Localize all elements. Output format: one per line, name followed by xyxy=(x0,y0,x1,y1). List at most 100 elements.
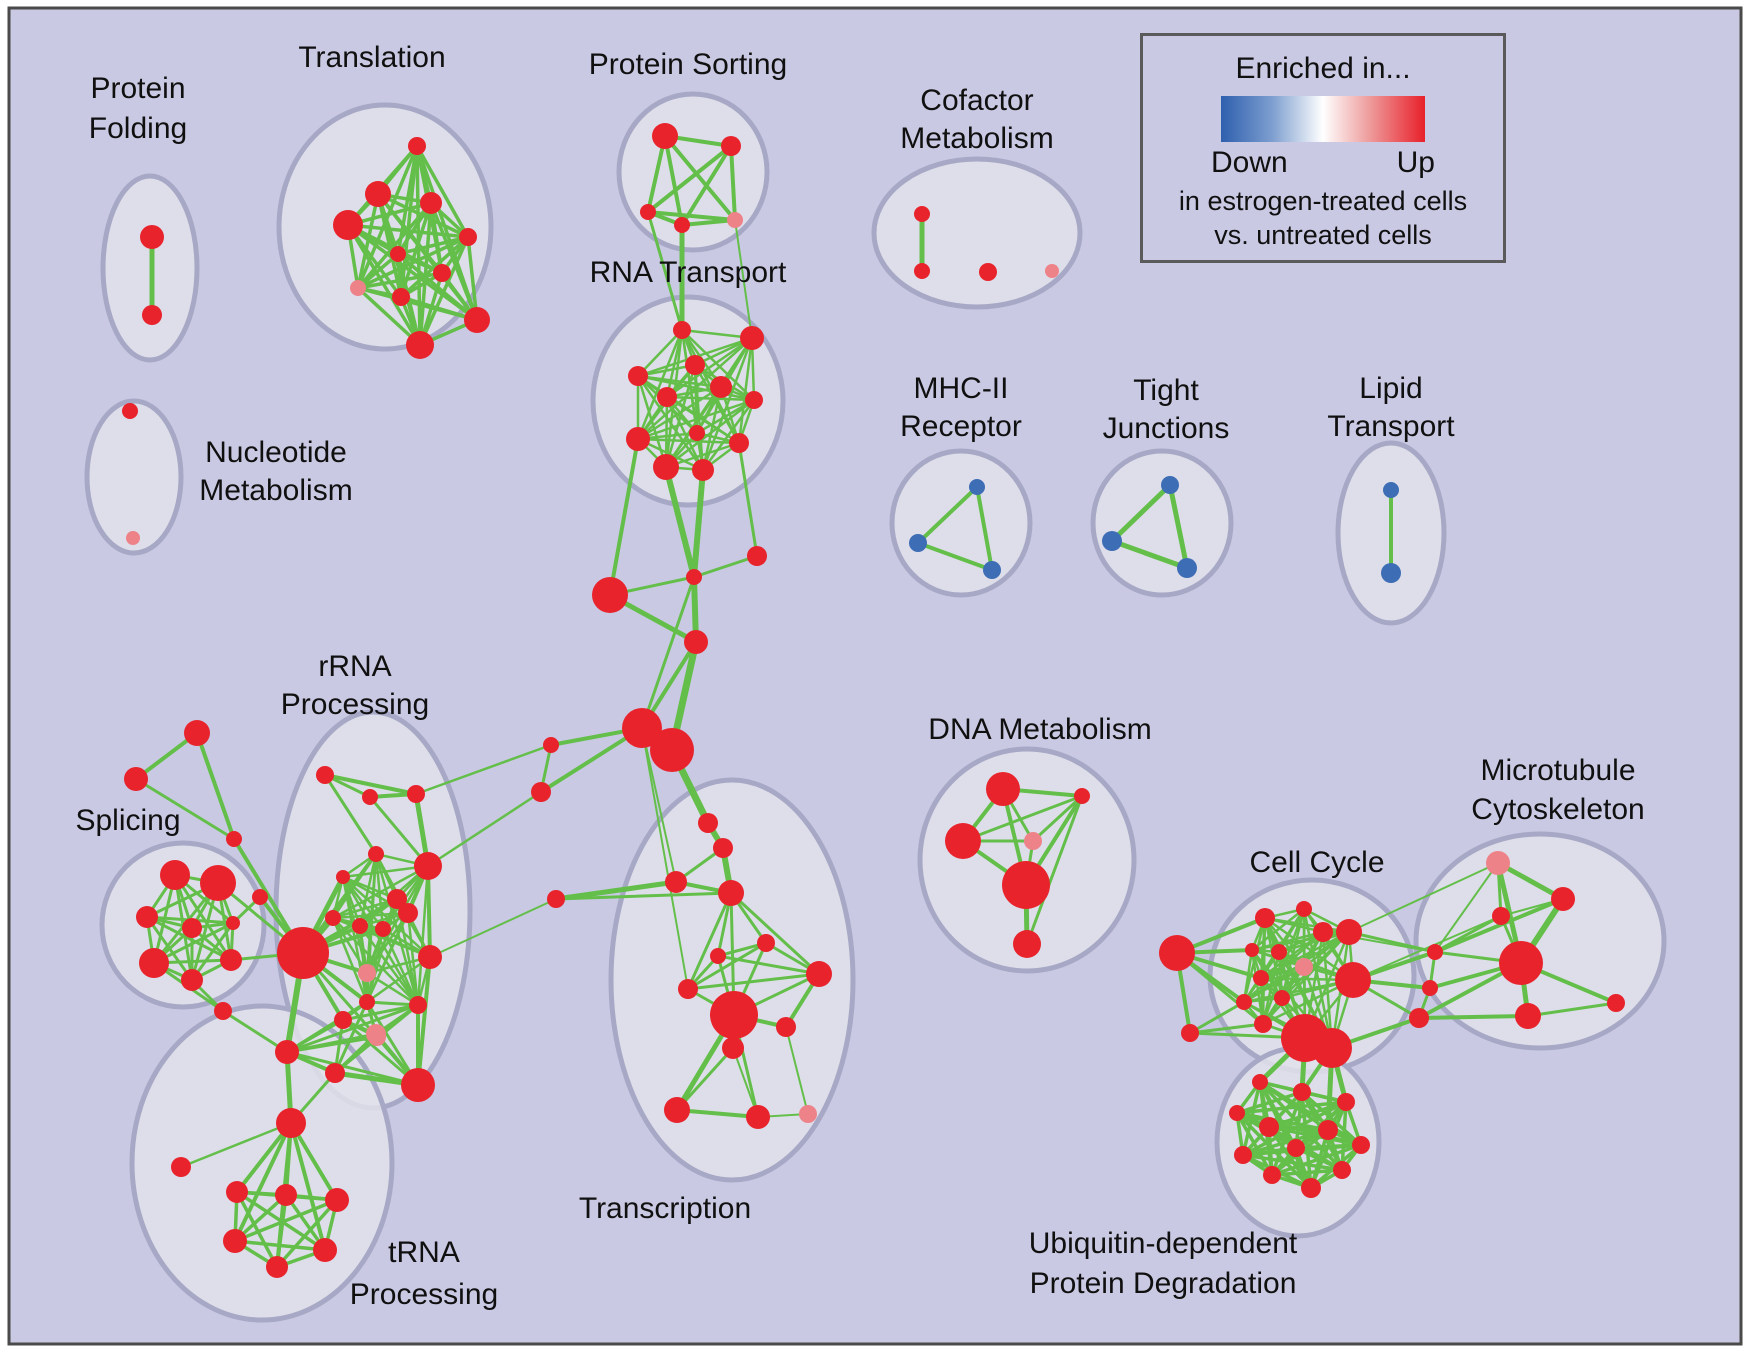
cluster-label-microtubule-cytoskeleton: Microtubule xyxy=(1480,754,1635,787)
node-tx13 xyxy=(799,1105,817,1123)
node-t9 xyxy=(464,307,490,333)
node-cc8 xyxy=(1253,970,1269,986)
node-tx6 xyxy=(806,961,832,987)
cluster-ellipse-mhc-ii-receptor xyxy=(889,448,1033,598)
node-cc3 xyxy=(1313,922,1333,942)
node-sp6 xyxy=(181,969,203,991)
edge xyxy=(235,1190,279,1269)
node-mt5 xyxy=(1607,994,1625,1012)
edge xyxy=(365,955,432,1004)
node-tr0 xyxy=(275,1040,299,1064)
edge xyxy=(737,441,759,558)
edge xyxy=(285,1035,379,1054)
node-mc1 xyxy=(747,546,767,566)
edge xyxy=(426,790,543,868)
node-tx9 xyxy=(722,1037,744,1059)
node-nm1 xyxy=(126,531,140,545)
edge xyxy=(641,727,677,883)
node-rt1 xyxy=(740,326,764,350)
node-rt2 xyxy=(685,355,705,375)
node-tx5 xyxy=(757,934,775,952)
edge xyxy=(734,219,753,339)
node-t2 xyxy=(420,192,442,214)
node-cc7 xyxy=(1295,958,1313,976)
edge xyxy=(323,773,378,856)
edge xyxy=(737,336,754,445)
cluster-labels: Protein Folding Translation Protein Sorting… xyxy=(75,41,1644,1311)
edge xyxy=(692,554,759,579)
edge xyxy=(1241,1128,1330,1157)
edge xyxy=(173,873,233,962)
edge xyxy=(961,794,1084,843)
edge xyxy=(636,374,668,469)
edge xyxy=(636,437,741,445)
edge xyxy=(1167,482,1190,571)
edge xyxy=(1267,1125,1313,1190)
node-tx2 xyxy=(665,871,687,893)
node-u5 xyxy=(1318,1120,1338,1140)
edge xyxy=(1109,482,1173,544)
node-tr9 xyxy=(266,1256,288,1278)
node-tr4 xyxy=(226,1181,248,1203)
node-mt4 xyxy=(1515,1003,1541,1029)
cluster-label-nucleotide-metabolism: Nucleotide xyxy=(205,436,347,469)
edge xyxy=(341,864,430,879)
node-dm2 xyxy=(945,823,981,859)
node-mt1 xyxy=(1551,887,1575,911)
node-cf1 xyxy=(914,263,930,279)
node-t3 xyxy=(333,210,363,240)
node-t4 xyxy=(459,228,477,246)
node-tj0 xyxy=(1161,476,1179,494)
edge xyxy=(1188,1000,1246,1035)
node-mc0 xyxy=(686,569,702,585)
node-tx7 xyxy=(678,979,698,999)
legend-up-label: Up xyxy=(1396,146,1435,179)
edge xyxy=(1495,860,1566,902)
edge xyxy=(1270,1143,1363,1177)
edge xyxy=(1031,794,1084,843)
cluster-label-translation: Translation xyxy=(298,41,445,74)
edge xyxy=(1109,538,1190,571)
node-tr3 xyxy=(171,1157,191,1177)
edge xyxy=(356,271,444,290)
cluster-label-transcription: Transcription xyxy=(579,1192,751,1225)
node-rr16 xyxy=(334,1011,352,1029)
node-tx1 xyxy=(713,838,733,858)
cluster-label-rna-transport: RNA Transport xyxy=(590,256,787,289)
edge xyxy=(414,743,553,796)
cluster-label-microtubule-cytoskeleton: Cytoskeleton xyxy=(1471,793,1644,826)
cluster-ellipse-tight-junctions xyxy=(1090,448,1234,598)
edge xyxy=(233,1198,339,1243)
edge xyxy=(346,223,470,239)
cluster-ellipse-nucleotide-metabolism xyxy=(84,398,184,556)
edge xyxy=(1025,794,1084,946)
node-t8 xyxy=(392,288,410,306)
node-rr15 xyxy=(409,996,427,1014)
edge xyxy=(716,954,821,976)
node-rr8 xyxy=(352,918,368,934)
edge xyxy=(341,875,432,959)
nodes xyxy=(122,123,1625,1278)
edge xyxy=(331,897,399,920)
edge xyxy=(729,891,821,976)
node-rt8 xyxy=(626,427,650,451)
node-t1 xyxy=(365,181,391,207)
node-trp xyxy=(366,1024,386,1044)
node-rt4 xyxy=(710,376,732,398)
edge xyxy=(233,1121,293,1243)
cluster-label-dna-metabolism: DNA Metabolism xyxy=(928,713,1151,746)
node-sp1 xyxy=(200,865,236,901)
node-tx11 xyxy=(664,1097,690,1123)
cluster-label-cofactor-metabolism: Cofactor xyxy=(920,84,1033,117)
node-cf2 xyxy=(979,263,997,281)
node-rr1 xyxy=(362,789,378,805)
cluster-label-lipid-transport: Lipid xyxy=(1359,372,1422,405)
edge xyxy=(1242,965,1306,1004)
node-dm4 xyxy=(1002,861,1050,909)
cluster-label-tight-junctions: Junctions xyxy=(1103,412,1230,445)
node-rr6 xyxy=(387,889,407,909)
edge xyxy=(426,864,432,959)
edge xyxy=(636,398,756,441)
node-tr5 xyxy=(275,1184,297,1206)
node-rr7 xyxy=(325,910,341,926)
